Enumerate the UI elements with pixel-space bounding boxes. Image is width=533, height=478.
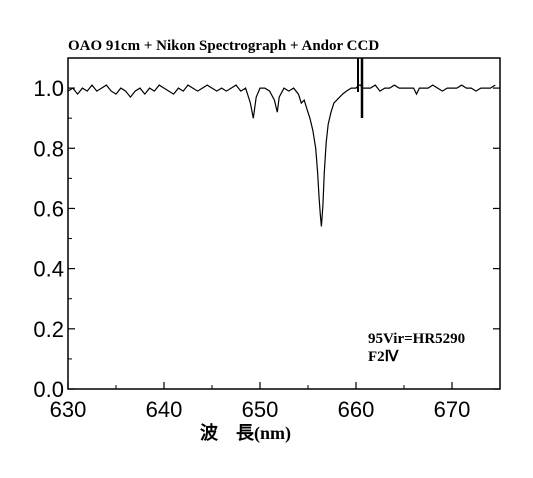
- y-tick-label: 0.4: [33, 257, 64, 282]
- y-tick-label: 0.0: [33, 377, 64, 402]
- x-axis-label: 波 長(nm): [200, 422, 291, 444]
- spectral-type-label: F2Ⅳ: [368, 349, 400, 365]
- star-name-label: 95Vir=HR5290: [368, 331, 465, 347]
- chart-title: OAO 91cm + Nikon Spectrograph + Andor CC…: [68, 38, 379, 54]
- y-tick-label: 0.6: [33, 196, 64, 221]
- x-tick-label: 660: [338, 397, 375, 422]
- telluric-marks: [357, 58, 364, 118]
- x-tick-label: 630: [50, 397, 87, 422]
- x-tick-label: 650: [242, 397, 279, 422]
- axis-ticks: 630 640 650 660 670 0.0 0.2 0.4 0.6 0.8 1.0: [33, 57, 500, 422]
- spectrum-line: [67, 84, 496, 227]
- y-tick-label: 1.0: [33, 76, 64, 101]
- y-tick-label: 0.8: [33, 136, 64, 161]
- x-tick-label: 670: [434, 397, 471, 422]
- x-tick-label: 640: [146, 397, 183, 422]
- plot-frame: [67, 57, 501, 390]
- y-tick-label: 0.2: [33, 317, 64, 342]
